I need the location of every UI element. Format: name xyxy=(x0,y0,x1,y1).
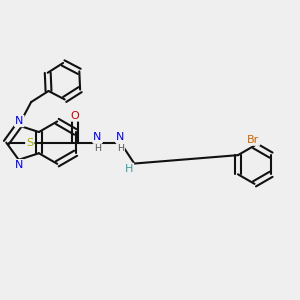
Text: H: H xyxy=(94,144,101,153)
Text: N: N xyxy=(15,160,23,170)
Text: S: S xyxy=(26,138,33,148)
Text: Br: Br xyxy=(247,135,259,145)
Text: H: H xyxy=(125,164,133,174)
Text: N: N xyxy=(116,132,125,142)
Text: N: N xyxy=(15,116,23,126)
Text: O: O xyxy=(70,110,79,121)
Text: N: N xyxy=(93,132,102,142)
Text: H: H xyxy=(117,144,124,153)
